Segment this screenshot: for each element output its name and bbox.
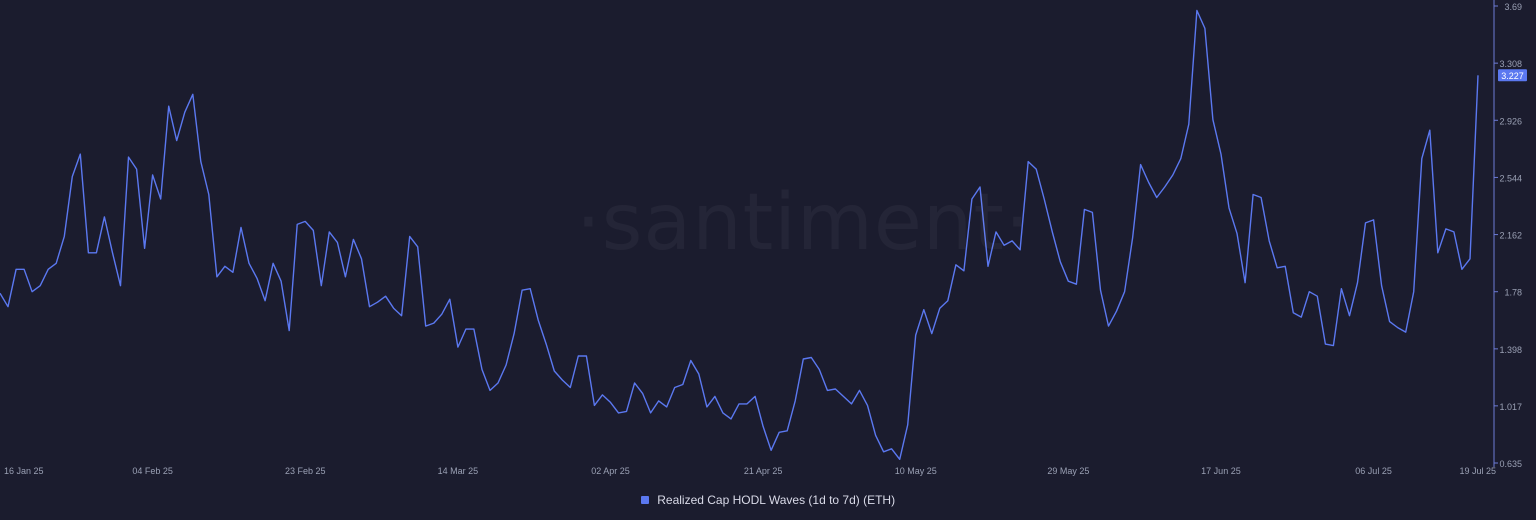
x-tick-label: 23 Feb 25 <box>285 466 326 476</box>
y-tick-label: 1.398 <box>1499 345 1522 355</box>
y-tick-label: 1.78 <box>1504 288 1522 298</box>
series-line <box>0 9 1479 460</box>
x-tick-label: 19 Jul 25 <box>1459 466 1496 476</box>
last-value-label: 3.227 <box>1501 71 1524 81</box>
x-tick-label: 10 May 25 <box>895 466 937 476</box>
y-tick-label: 2.544 <box>1499 173 1522 183</box>
y-tick-label: 3.69 <box>1504 2 1522 12</box>
plot-area <box>0 9 1479 460</box>
y-tick-label: 3.308 <box>1499 59 1522 69</box>
legend-label: Realized Cap HODL Waves (1d to 7d) (ETH) <box>657 493 896 507</box>
legend-swatch-icon <box>640 495 649 504</box>
y-tick-label: 1.017 <box>1499 402 1522 412</box>
x-tick-label: 29 May 25 <box>1047 466 1089 476</box>
y-tick-label: 0.635 <box>1499 459 1522 469</box>
x-tick-label: 17 Jun 25 <box>1201 466 1241 476</box>
legend[interactable]: Realized Cap HODL Waves (1d to 7d) (ETH) <box>0 493 1536 507</box>
x-tick-label: 16 Jan 25 <box>4 466 44 476</box>
y-tick-label: 2.162 <box>1499 231 1522 241</box>
last-value-tag <box>1498 69 1527 82</box>
x-tick-label: 04 Feb 25 <box>132 466 173 476</box>
y-axis: 0.635 1.017 1.398 1.78 2.162 2.544 2.926 3.308 3… <box>1493 0 1527 469</box>
x-tick-label: 06 Jul 25 <box>1355 466 1392 476</box>
x-tick-label: 02 Apr 25 <box>591 466 630 476</box>
x-tick-label: 21 Apr 25 <box>744 466 783 476</box>
y-tick-label: 2.926 <box>1499 116 1522 126</box>
x-axis-ticks: 16 Jan 25 04 Feb 25 23 Feb 25 14 Mar 25 02 A… <box>4 466 1496 476</box>
x-tick-label: 14 Mar 25 <box>438 466 479 476</box>
